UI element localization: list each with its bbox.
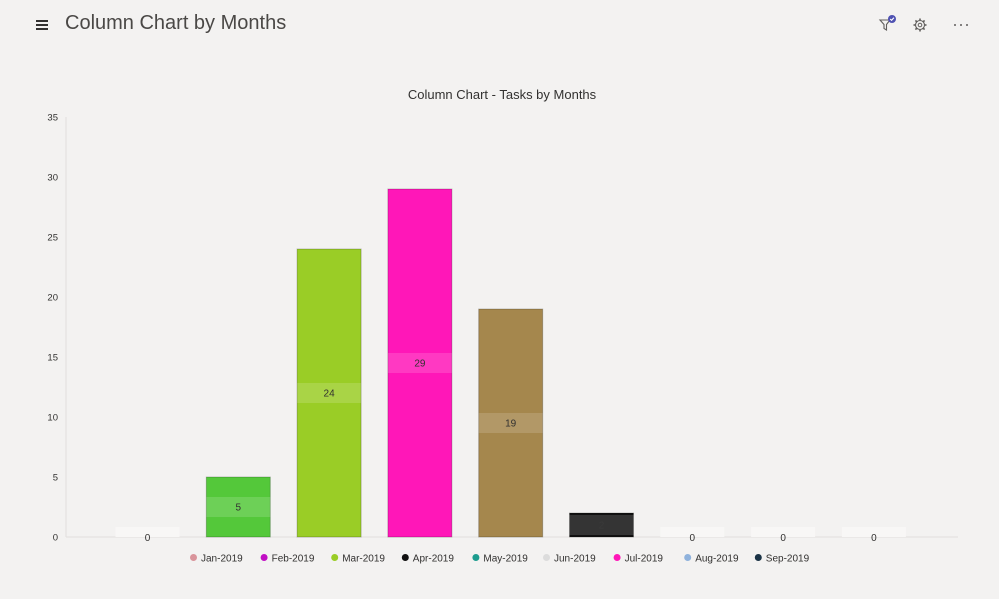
bar-mar-2019[interactable] xyxy=(296,248,362,538)
legend: Jan-2019 Feb-2019 Mar-2019 Apr-2019 May-2019… xyxy=(190,554,810,565)
y-tick-label: 0 xyxy=(53,533,58,544)
legend-label: Sep-2019 xyxy=(766,554,810,565)
bar-jan-2019[interactable] xyxy=(115,527,180,537)
bar-value-label: 2 xyxy=(599,521,605,532)
menu-icon[interactable] xyxy=(33,16,51,32)
legend-item-may-2019[interactable]: May-2019 xyxy=(472,554,528,565)
legend-marker xyxy=(543,554,550,561)
legend-item-mar-2019[interactable]: Mar-2019 xyxy=(331,554,385,565)
y-tick-label: 30 xyxy=(47,173,58,184)
y-tick-label: 35 xyxy=(47,113,58,124)
legend-item-apr-2019[interactable]: Apr-2019 xyxy=(401,554,455,565)
legend-item-sep-2019[interactable]: Sep-2019 xyxy=(754,554,810,565)
y-tick-label: 15 xyxy=(47,353,58,364)
chart-title: Column Chart - Tasks by Months xyxy=(408,87,597,102)
more-icon[interactable] xyxy=(950,14,972,36)
legend-marker xyxy=(401,554,409,561)
bar-feb-2019[interactable] xyxy=(205,476,271,538)
y-tick-label: 20 xyxy=(47,293,58,304)
bars: 0 5 24 29 19 2 0 0 0 xyxy=(115,188,906,544)
bar-sep-2019[interactable] xyxy=(841,527,906,537)
page-title: Column Chart by Months xyxy=(65,12,287,34)
bar-apr-2019[interactable] xyxy=(387,188,453,538)
legend-marker xyxy=(472,554,480,561)
bar-value-label: 5 xyxy=(236,503,242,514)
bar-may-2019[interactable] xyxy=(478,308,544,538)
bar-label-background xyxy=(387,353,452,373)
legend-item-jun-2019[interactable]: Jun-2019 xyxy=(543,554,596,565)
legend-marker xyxy=(190,554,197,561)
bar-label-background xyxy=(206,497,271,517)
legend-marker xyxy=(613,554,621,561)
bar-label-background xyxy=(569,515,634,535)
app-header: Column Chart by Months xyxy=(0,0,999,50)
y-tick-label: 10 xyxy=(47,413,58,424)
legend-item-feb-2019[interactable]: Feb-2019 xyxy=(260,554,315,565)
bar-aug-2019[interactable] xyxy=(751,527,816,537)
bar-value-label: 29 xyxy=(414,359,426,370)
y-tick-label: 5 xyxy=(53,473,58,484)
legend-marker xyxy=(754,554,762,561)
filter-icon[interactable] xyxy=(876,14,898,36)
legend-marker xyxy=(260,554,268,561)
legend-label: Apr-2019 xyxy=(413,554,455,565)
legend-marker xyxy=(331,554,339,561)
bar-value-label: 0 xyxy=(780,533,786,544)
bar-value-label: 0 xyxy=(871,533,877,544)
bar-label-background xyxy=(297,383,362,403)
bar-label-background xyxy=(478,413,543,433)
bar-jun-2019[interactable] xyxy=(569,512,634,538)
y-tick-label: 25 xyxy=(47,233,58,244)
column-chart: Column Chart - Tasks by Months 051015202… xyxy=(47,87,958,565)
bar-value-label: 0 xyxy=(145,533,151,544)
bar-jul-2019[interactable] xyxy=(660,527,725,537)
bar-value-label: 24 xyxy=(324,389,336,400)
legend-label: Jul-2019 xyxy=(625,554,664,565)
legend-item-jul-2019[interactable]: Jul-2019 xyxy=(613,554,664,565)
legend-label: Jan-2019 xyxy=(201,554,243,565)
bar-value-label: 19 xyxy=(505,419,517,430)
legend-label: May-2019 xyxy=(483,554,528,565)
bar-value-label: 0 xyxy=(690,533,696,544)
filter-badge-icon xyxy=(888,15,896,23)
gear-icon[interactable] xyxy=(909,14,931,36)
legend-label: Aug-2019 xyxy=(695,554,739,565)
legend-label: Feb-2019 xyxy=(272,554,315,565)
legend-marker xyxy=(684,554,692,561)
legend-item-aug-2019[interactable]: Aug-2019 xyxy=(684,554,739,565)
legend-label: Mar-2019 xyxy=(342,554,385,565)
legend-item-jan-2019[interactable]: Jan-2019 xyxy=(190,554,243,565)
legend-label: Jun-2019 xyxy=(554,554,596,565)
